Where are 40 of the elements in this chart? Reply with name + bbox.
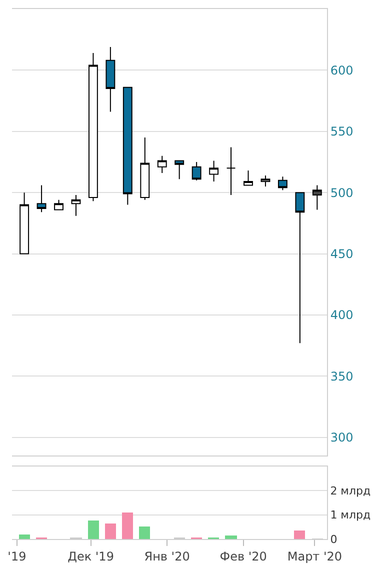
x-tick-label: '19 [8,549,26,564]
y-tick-label: 600 [330,63,354,78]
bar [105,523,116,539]
bar [139,526,150,539]
candlestick [36,184,46,213]
x-tick-label: Янв '20 [144,549,190,564]
y-tick-label: 550 [330,124,354,139]
bar [294,530,305,539]
candlestick [20,192,30,254]
x-tick-label: Март '20 [287,549,342,564]
candlestick [106,46,116,112]
candlestick [157,155,167,174]
bar [122,512,133,539]
candlestick [54,199,64,210]
y-tick-label: 2 млрд [330,484,372,498]
candlestick [88,52,98,202]
candlestick [278,176,288,191]
candlestick [244,170,253,186]
y-tick-label: 1 млрд [330,508,372,522]
candlestick [312,184,322,210]
y-tick-label: 400 [330,308,354,322]
candlestick [174,160,184,180]
candlestick [295,192,305,344]
candlestick [209,160,219,182]
x-tick-label: Дек '19 [68,549,114,564]
y-tick-label: 350 [330,369,354,384]
candlestick [140,137,150,200]
candlestick [260,174,270,187]
bar [19,534,30,539]
candlestick [71,194,81,216]
y-tick-label: 300 [330,430,354,445]
y-tick-label: 450 [330,246,354,261]
bar [225,535,237,539]
x-tick-label: Фев '20 [220,549,267,564]
candlestick [122,86,132,206]
y-tick-label: 500 [330,186,354,200]
bar [88,520,99,539]
y-tick-label: 0 [330,532,338,546]
candlestick [226,146,236,196]
candlestick [192,161,202,181]
